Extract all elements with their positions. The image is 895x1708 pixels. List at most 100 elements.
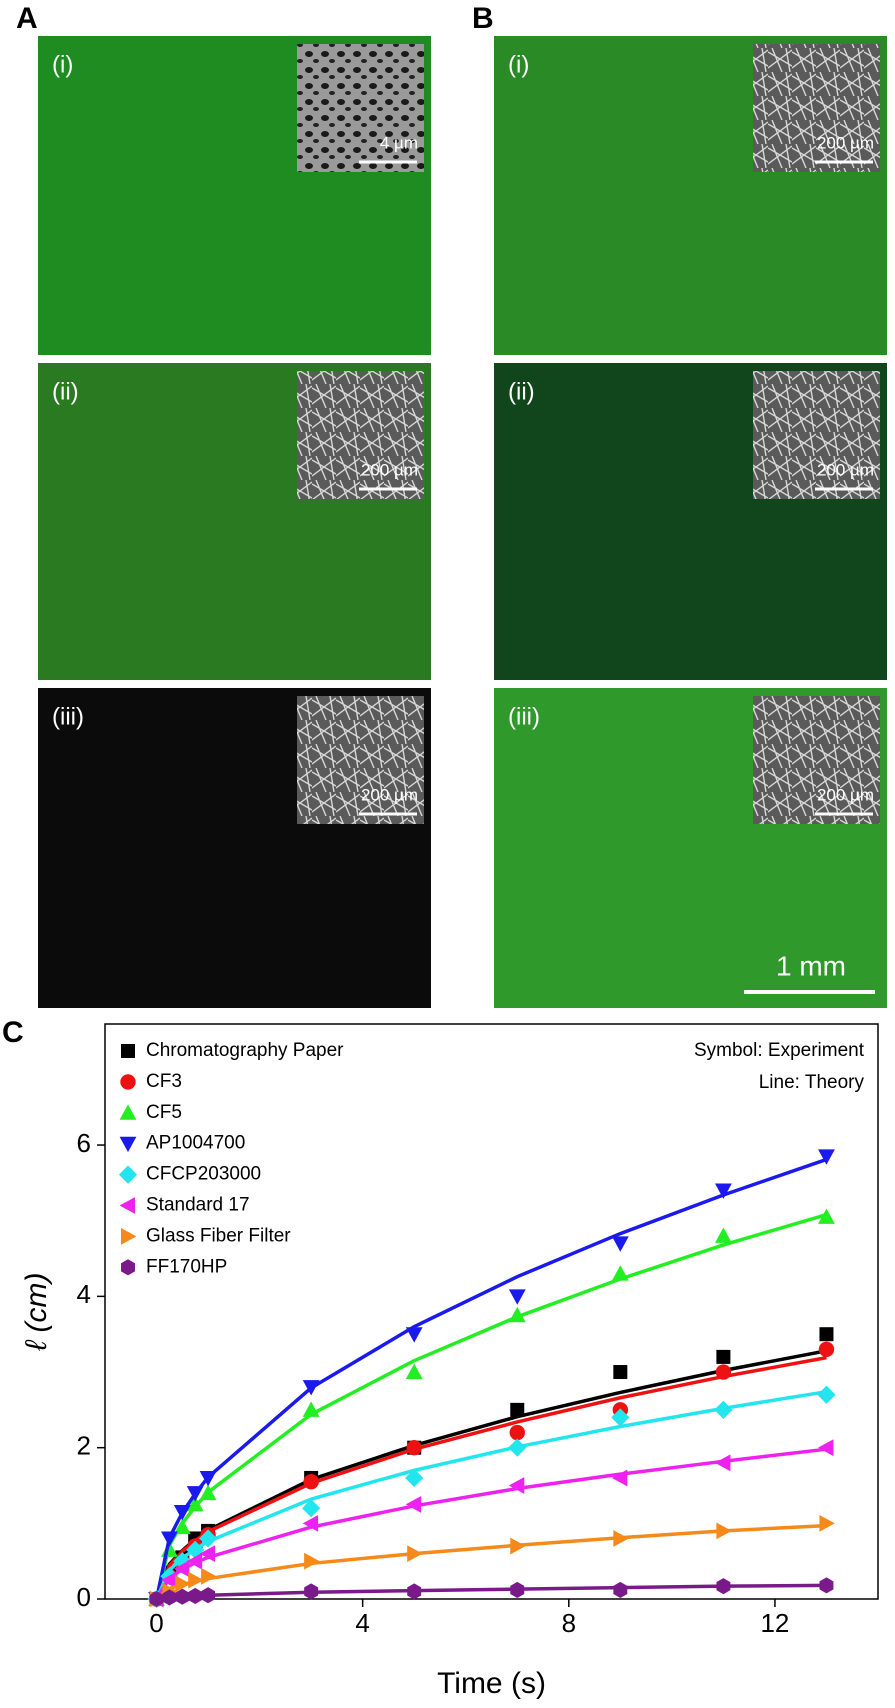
image-label: (ii) (508, 378, 535, 405)
inset-scale-label: 4 µm (380, 133, 418, 152)
legend-label: FF170HP (146, 1256, 227, 1277)
data-point (715, 1183, 732, 1199)
theory-line (154, 1349, 827, 1600)
y-tick-label: 2 (77, 1431, 91, 1461)
inset-scale-label: 200 µm (817, 460, 874, 479)
data-point (611, 1265, 629, 1281)
data-point (818, 1341, 835, 1358)
plot-frame (104, 1023, 879, 1600)
data-point (405, 1327, 423, 1343)
data-point (613, 1530, 629, 1547)
sem-inset (297, 696, 424, 824)
image-label: (ii) (52, 378, 79, 405)
image-label: (i) (52, 51, 73, 78)
y-axis-label: ℓ (cm) (20, 1272, 53, 1351)
theory-line (155, 1447, 827, 1600)
legend-marker (119, 1104, 137, 1120)
legend-label: Glass Fiber Filter (146, 1225, 291, 1246)
y-tick-label: 4 (77, 1279, 91, 1309)
x-tick-label: 4 (355, 1608, 369, 1638)
data-point (817, 1385, 836, 1404)
data-point (508, 1477, 525, 1494)
sem-inset (753, 44, 880, 172)
data-point (405, 1468, 424, 1488)
data-point (818, 1208, 835, 1224)
y-tick-label: 6 (77, 1128, 91, 1158)
data-point (715, 1364, 732, 1380)
data-point (186, 1486, 204, 1502)
data-point (819, 1514, 835, 1532)
legend-label: CF5 (146, 1102, 182, 1123)
data-point (188, 1587, 203, 1605)
theory-line (154, 1355, 827, 1600)
data-point (198, 1529, 218, 1548)
data-point (510, 1581, 525, 1598)
legend-marker (121, 1259, 135, 1276)
legend-marker (119, 1197, 135, 1214)
y-tick-label: 0 (77, 1582, 91, 1612)
data-point (407, 1583, 422, 1600)
legend-label: Standard 17 (146, 1195, 250, 1216)
data-point (510, 1537, 526, 1555)
data-point (161, 1571, 177, 1589)
data-point (199, 1545, 216, 1563)
data-point (405, 1496, 422, 1513)
data-point (201, 1567, 217, 1585)
image-label: (iii) (52, 703, 84, 730)
sem-inset (753, 696, 880, 824)
data-point (304, 1583, 319, 1600)
panel-label: B (472, 2, 494, 35)
x-axis-label: Time (s) (437, 1667, 546, 1700)
image-label: (iii) (508, 703, 540, 730)
data-point (613, 1365, 628, 1380)
data-point (199, 1484, 217, 1501)
data-point (405, 1363, 423, 1380)
inset-scale-label: 200 µm (361, 460, 418, 479)
data-point (508, 1306, 526, 1323)
data-point (173, 1560, 190, 1578)
data-point (611, 1408, 630, 1427)
data-point (818, 1439, 834, 1457)
data-point (186, 1552, 203, 1570)
data-point (510, 1402, 525, 1417)
inset-scale-label: 200 µm (817, 785, 874, 804)
data-point (302, 1380, 320, 1396)
data-point (611, 1469, 628, 1487)
annotation: Symbol: Experiment (694, 1040, 865, 1061)
inset-scale-label: 200 µm (361, 785, 418, 804)
data-point (819, 1577, 834, 1594)
data-point (715, 1454, 731, 1472)
image-label: (i) (508, 51, 529, 78)
data-point (714, 1400, 733, 1419)
data-point (716, 1578, 731, 1595)
sem-inset (753, 371, 880, 499)
data-point (508, 1438, 527, 1457)
legend-marker (121, 1044, 135, 1058)
data-point (302, 1514, 319, 1532)
data-point (149, 1590, 164, 1608)
data-point (161, 1531, 178, 1547)
panel-label: C (2, 1016, 24, 1049)
data-point (173, 1504, 191, 1521)
panel-label: A (16, 2, 38, 35)
sem-inset (297, 44, 424, 172)
data-point (162, 1589, 177, 1606)
data-point (715, 1227, 732, 1243)
data-point (302, 1499, 321, 1518)
data-point (186, 1496, 204, 1512)
data-point (716, 1349, 731, 1364)
data-point (611, 1236, 629, 1252)
legend-marker (119, 1136, 137, 1153)
data-point (175, 1588, 190, 1605)
data-point (613, 1581, 628, 1598)
legend-label: CF3 (146, 1071, 182, 1092)
legend-marker (120, 1074, 136, 1090)
data-point (407, 1545, 423, 1563)
legend-marker (121, 1228, 137, 1245)
data-point (508, 1289, 526, 1305)
legend-marker (118, 1165, 138, 1184)
scale-bar-label: 1 mm (776, 950, 846, 981)
legend-label: Chromatography Paper (146, 1040, 344, 1061)
data-point (188, 1571, 204, 1589)
